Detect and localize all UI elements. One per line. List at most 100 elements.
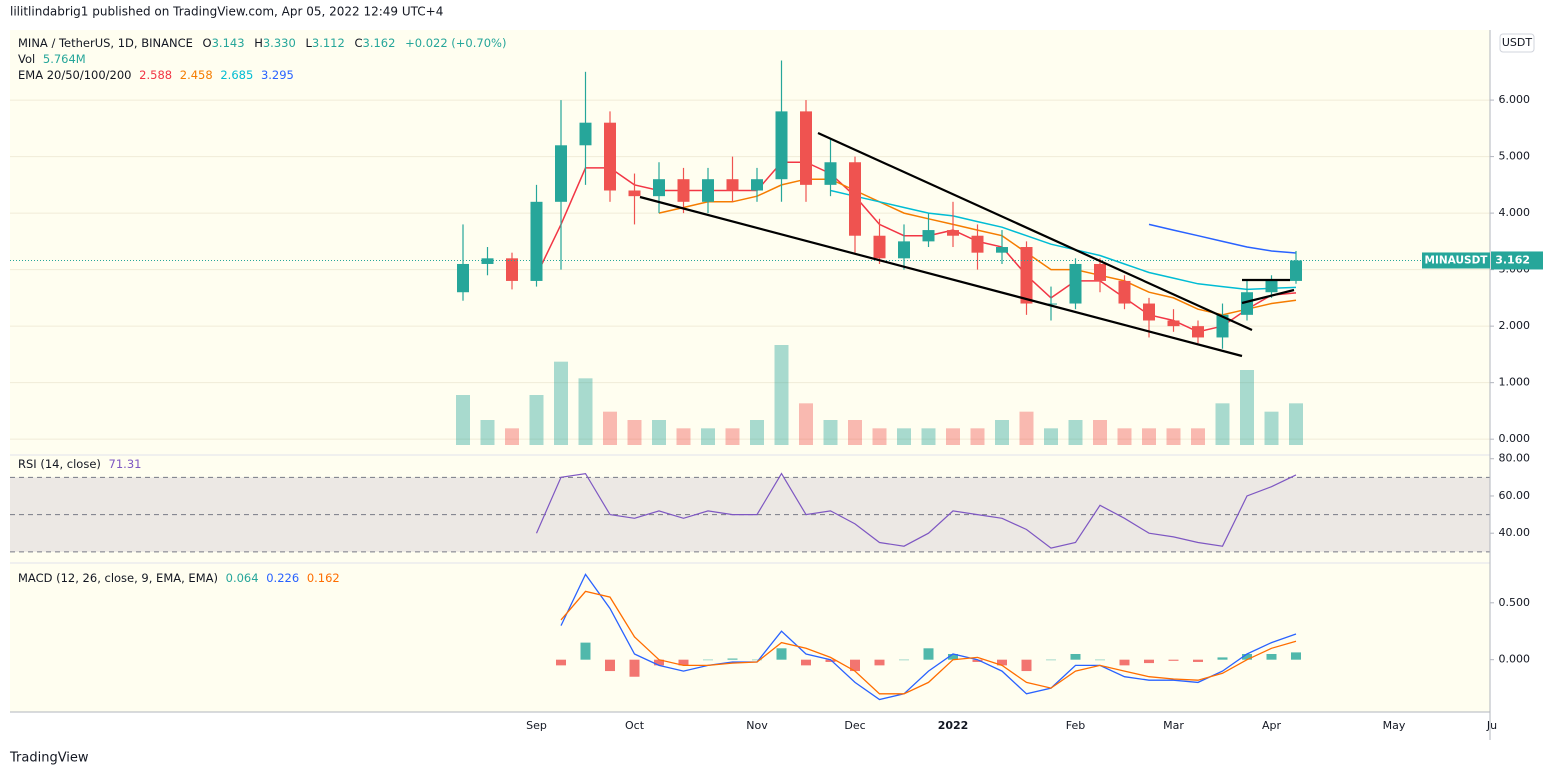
candle-body	[751, 179, 763, 191]
high: 3.330	[263, 36, 296, 50]
symbol-tag-bg	[1422, 252, 1490, 269]
macd-histogram-bar	[1168, 659, 1179, 661]
candle-body	[1265, 280, 1278, 293]
y-tick-label: 4.000	[1499, 206, 1531, 219]
candle-body	[971, 235, 984, 253]
publish-info: lilitlindabrig1 published on TradingView…	[10, 5, 443, 19]
volume-bar	[1215, 403, 1230, 445]
x-tick-label: Mar	[1163, 719, 1184, 732]
candle-body	[628, 190, 641, 197]
volume-bar	[946, 428, 960, 445]
volume-bar	[652, 420, 666, 445]
volume-bar	[1191, 428, 1205, 445]
trend-lines	[639, 131, 1295, 358]
marks-layer	[10, 60, 1490, 701]
candle-body	[947, 230, 959, 236]
volume-bar	[1264, 411, 1279, 445]
macd-histogram-bar	[703, 659, 713, 661]
candle-body	[481, 258, 494, 264]
volume-bar	[1117, 428, 1132, 445]
candle-body	[653, 179, 665, 197]
candle-body	[604, 122, 616, 191]
legend-volume: Vol 5.764M	[18, 52, 86, 66]
legend-ema: EMA 20/50/100/200 2.588 2.458 2.685 3.29…	[18, 68, 294, 82]
price-pane	[10, 30, 1490, 455]
x-tick-label: 2022	[938, 719, 969, 732]
ema20-value: 2.588	[139, 68, 172, 82]
macd-histogram-bar	[899, 659, 909, 661]
rsi-value: 71.31	[109, 457, 142, 471]
macd-histogram-bar	[874, 659, 885, 666]
candle-body	[506, 258, 518, 281]
macd-histogram-bar	[801, 659, 811, 666]
volume-bar	[970, 428, 985, 445]
x-tick-label: May	[1383, 719, 1406, 732]
symbol: MINA / TetherUS, 1D, BINANCE	[18, 36, 193, 50]
volume-bar	[603, 411, 617, 445]
macd-line	[560, 590, 1297, 695]
trend-line	[639, 195, 1243, 358]
macd-histogram-bar	[580, 642, 591, 660]
candle-body	[1118, 280, 1131, 304]
candle-body	[1216, 314, 1229, 338]
change: +0.022 (+0.70%)	[405, 36, 506, 50]
macd-histogram-bar	[1217, 657, 1228, 660]
candle-body	[824, 162, 837, 185]
signal-value: 0.162	[307, 571, 340, 585]
macd-histogram-bar	[556, 659, 566, 666]
ema-line	[830, 189, 1297, 291]
y-tick-label: 5.000	[1499, 150, 1531, 163]
macd-line	[560, 573, 1297, 701]
volume-bar	[897, 428, 911, 445]
volume-bar	[1068, 420, 1083, 445]
macd-histogram-bar	[948, 653, 958, 660]
volume-bar	[676, 428, 691, 445]
volume-bar	[750, 420, 764, 445]
currency-button[interactable]	[1499, 33, 1535, 53]
macd-histogram-bar	[972, 659, 983, 662]
macd-histogram-bar	[1266, 653, 1277, 660]
candle-body	[775, 111, 788, 180]
volume-bar	[505, 428, 519, 445]
candle-body	[702, 179, 714, 202]
low-label: L	[305, 36, 312, 50]
volume-bar	[529, 395, 544, 445]
volume-bar	[921, 428, 936, 445]
ema-line	[1148, 223, 1297, 254]
macd-histogram-bar	[1070, 653, 1081, 660]
trend-line	[1241, 288, 1295, 305]
volume-bar	[1240, 370, 1254, 445]
macd-value: 0.226	[266, 571, 299, 585]
volume-bar	[480, 420, 495, 445]
x-tick-label: Oct	[625, 719, 645, 732]
macd-histogram-bar	[1046, 659, 1056, 661]
volume-bar	[799, 403, 813, 445]
x-tick-label: Feb	[1066, 719, 1085, 732]
rsi-line	[535, 472, 1297, 549]
y-tick-label: 40.00	[1499, 526, 1531, 539]
vol-label: Vol	[18, 52, 35, 66]
macd-title: MACD (12, 26, close, 9, EMA, EMA)	[18, 571, 218, 585]
currency-button-label[interactable]: USDT	[1502, 36, 1533, 49]
candle-body	[1020, 247, 1033, 304]
macd-histogram-bar	[776, 648, 787, 660]
volume-bar	[578, 378, 593, 445]
volume-bar	[995, 420, 1009, 445]
volume-bar	[627, 420, 642, 445]
close: 3.162	[363, 36, 396, 50]
volume-bar	[1093, 420, 1107, 445]
macd-histogram-bar	[850, 659, 860, 672]
y-tick-label: 6.000	[1499, 93, 1531, 106]
volume-bar	[1044, 428, 1058, 445]
x-tick-label: Nov	[746, 719, 768, 732]
macd-histogram-bar	[997, 659, 1007, 666]
volume-bar	[1019, 411, 1034, 445]
macd-histogram-bar	[629, 659, 640, 677]
volume-bar	[774, 345, 789, 445]
macd-histogram-bar	[1291, 652, 1301, 660]
candle-body	[873, 235, 886, 259]
low: 3.112	[312, 36, 345, 50]
macd-histogram-bar	[1021, 659, 1032, 672]
candle-body	[1290, 260, 1302, 281]
